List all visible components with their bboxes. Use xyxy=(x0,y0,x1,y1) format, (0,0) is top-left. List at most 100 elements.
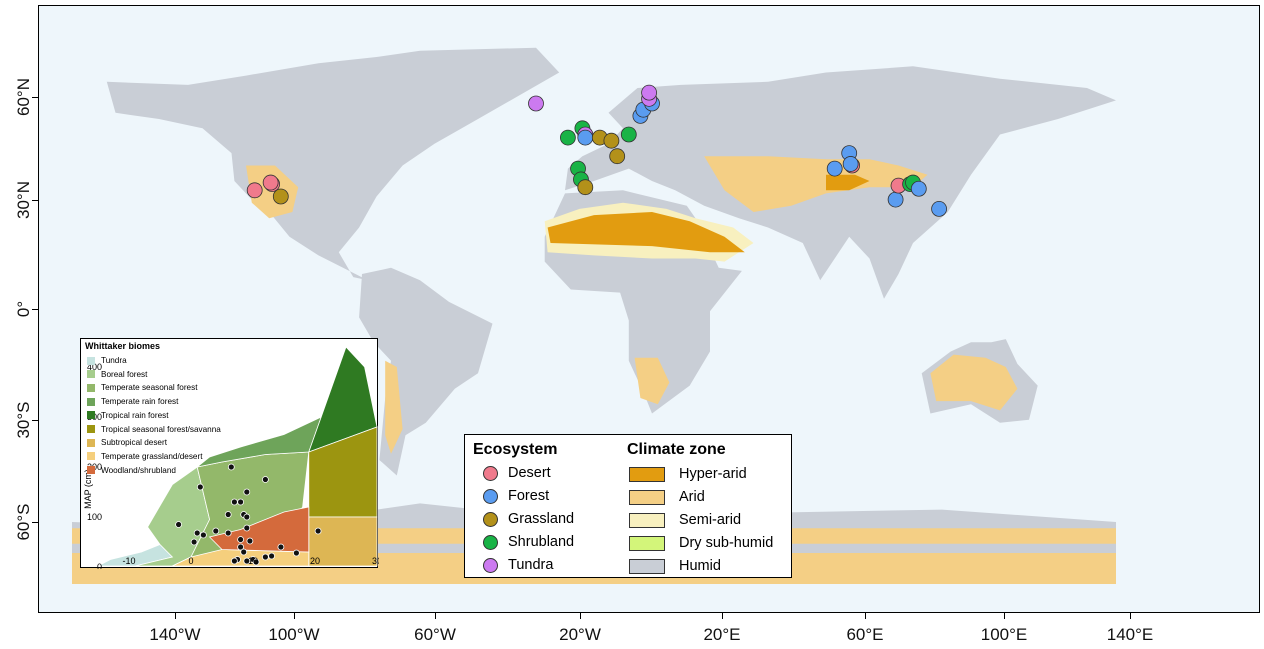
biome-swatch xyxy=(87,452,95,461)
y-tick-label: 0° xyxy=(14,300,33,318)
biome-swatch xyxy=(87,370,95,379)
whittaker-site-point xyxy=(246,537,254,545)
map-legend: Ecosystem Climate zone Desert Forest Grass… xyxy=(464,434,792,578)
legend-swatch xyxy=(629,489,665,505)
whittaker-y-title: MAP (cm) xyxy=(83,469,93,509)
x-tick xyxy=(1004,613,1005,619)
x-tick-label: 100°E xyxy=(980,625,1028,644)
forest-site-marker xyxy=(577,129,594,146)
x-tick-label: 100°W xyxy=(268,625,320,644)
biome-label: Temperate rain forest xyxy=(101,397,179,407)
y-tick xyxy=(32,309,38,310)
x-tick xyxy=(722,613,723,619)
woodland-shrubland-region xyxy=(208,506,310,553)
climate-zone-label: Humid xyxy=(679,558,721,574)
legend-dot-icon xyxy=(483,557,498,573)
whittaker-site-point xyxy=(224,529,232,537)
y-tick xyxy=(32,522,38,523)
climate-zone-label: Semi-arid xyxy=(679,512,742,528)
x-tick xyxy=(580,613,581,619)
biome-swatch xyxy=(87,425,95,433)
x-tick-label: 60°W xyxy=(414,625,456,644)
biome-legend-item: Woodland/shrubland xyxy=(87,466,176,475)
desert-site-marker xyxy=(246,182,263,199)
x-tick-label: 140°E xyxy=(1106,625,1154,644)
taklamakan xyxy=(826,174,870,191)
ecosystem-legend-title: Ecosystem xyxy=(473,441,558,458)
climate-legend-item: Humid xyxy=(629,558,721,574)
forest-site-marker xyxy=(910,180,927,197)
whittaker-site-point xyxy=(243,557,251,565)
site-markers xyxy=(246,84,947,217)
biome-swatch xyxy=(87,466,95,475)
biome-legend-item: Temperate grassland/desert xyxy=(87,452,203,461)
biome-swatch xyxy=(87,397,95,406)
whittaker-y-tick: 0 xyxy=(97,562,102,569)
tundra-site-marker xyxy=(528,95,544,112)
x-tick xyxy=(175,613,176,619)
climate-zone-label: Dry sub-humid xyxy=(679,535,774,551)
climate-legend-item: Hyper-arid xyxy=(629,466,747,482)
forest-site-marker xyxy=(842,156,859,172)
x-tick-label: 60°E xyxy=(846,625,884,644)
whittaker-x-tick: -10 xyxy=(122,556,135,566)
whittaker-x-tick: 0 xyxy=(188,556,193,566)
y-tick-label: 60°S xyxy=(14,503,33,541)
whittaker-x-tick: 30 xyxy=(372,556,379,566)
sahara-hyper-arid xyxy=(547,212,745,253)
whittaker-title: Whittaker biomes xyxy=(85,341,161,351)
forest-site-marker xyxy=(887,191,904,208)
forest-site-marker xyxy=(826,160,843,177)
biome-legend-item: Boreal forest xyxy=(87,370,147,379)
central-asia-arid xyxy=(704,156,928,212)
climate-legend-item: Dry sub-humid xyxy=(629,535,773,551)
whittaker-site-point xyxy=(261,553,269,561)
ecosystem-legend-item: Desert xyxy=(483,465,551,481)
x-tick-label: 20°W xyxy=(559,625,601,644)
grassland-site-marker xyxy=(577,179,594,196)
whittaker-site-point xyxy=(243,524,251,532)
legend-dot-icon xyxy=(483,465,498,481)
grassland-site-marker xyxy=(272,188,289,205)
biome-label: Tropical seasonal forest/savanna xyxy=(101,424,221,434)
climate-legend-item: Semi-arid xyxy=(629,512,741,528)
whittaker-site-point xyxy=(243,488,251,496)
biome-label: Subtropical desert xyxy=(101,438,167,448)
y-tick-label: 30°N xyxy=(14,181,33,219)
grassland-site-marker xyxy=(609,148,626,165)
y-tick xyxy=(32,420,38,421)
biome-swatch xyxy=(87,356,95,365)
whittaker-x-tick: 20 xyxy=(310,556,320,566)
legend-swatch xyxy=(629,466,665,482)
whittaker-site-point xyxy=(268,552,276,560)
ecosystem-label: Grassland xyxy=(508,511,575,527)
shrubland-site-marker xyxy=(560,129,576,146)
whittaker-site-point xyxy=(237,536,245,543)
ecosystem-legend-item: Forest xyxy=(483,488,549,504)
whittaker-site-point xyxy=(175,521,182,528)
ecosystem-label: Desert xyxy=(508,465,551,481)
x-tick xyxy=(1130,613,1131,619)
whittaker-site-point xyxy=(224,511,232,518)
grassland-site-marker xyxy=(603,132,620,149)
australia-arid xyxy=(930,354,1018,411)
whittaker-site-point xyxy=(230,498,238,506)
y-tick-label: 30°S xyxy=(14,401,33,439)
ecosystem-legend-item: Shrubland xyxy=(483,534,574,550)
forest-site-marker xyxy=(931,200,947,217)
whittaker-site-point xyxy=(314,527,322,535)
biome-legend-item: Temperate seasonal forest xyxy=(87,383,197,392)
ecosystem-legend-item: Grassland xyxy=(483,511,574,527)
y-tick xyxy=(32,97,38,98)
biome-swatch xyxy=(87,411,95,420)
legend-dot-icon xyxy=(483,534,498,550)
x-tick-label: 20°E xyxy=(703,625,741,644)
biome-swatch xyxy=(87,383,95,392)
ecosystem-label: Shrubland xyxy=(508,534,575,550)
climate-zone-label: Hyper-arid xyxy=(679,466,747,482)
x-tick-label: 140°W xyxy=(149,625,201,644)
biome-label: Temperate seasonal forest xyxy=(101,383,198,393)
whittaker-site-point xyxy=(243,513,251,521)
biome-legend-item: Temperate rain forest xyxy=(87,397,178,406)
biome-swatch xyxy=(87,438,95,447)
